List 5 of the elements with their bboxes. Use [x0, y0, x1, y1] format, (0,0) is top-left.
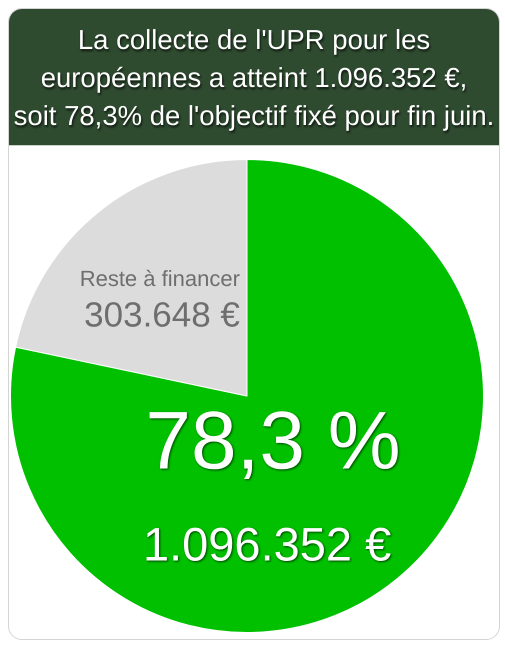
slice-label: Reste à financer — [80, 266, 240, 292]
chart-title: La collecte de l'UPR pour les européennes a atteint 1.096.352 €, soit 78,3% de l'objectif fixé pour fin juin. — [9, 9, 499, 146]
text: 78,3 % — [145, 395, 401, 486]
data-label: 303.648 € — [84, 295, 240, 334]
data-label: 1.096.352 € — [142, 517, 392, 570]
